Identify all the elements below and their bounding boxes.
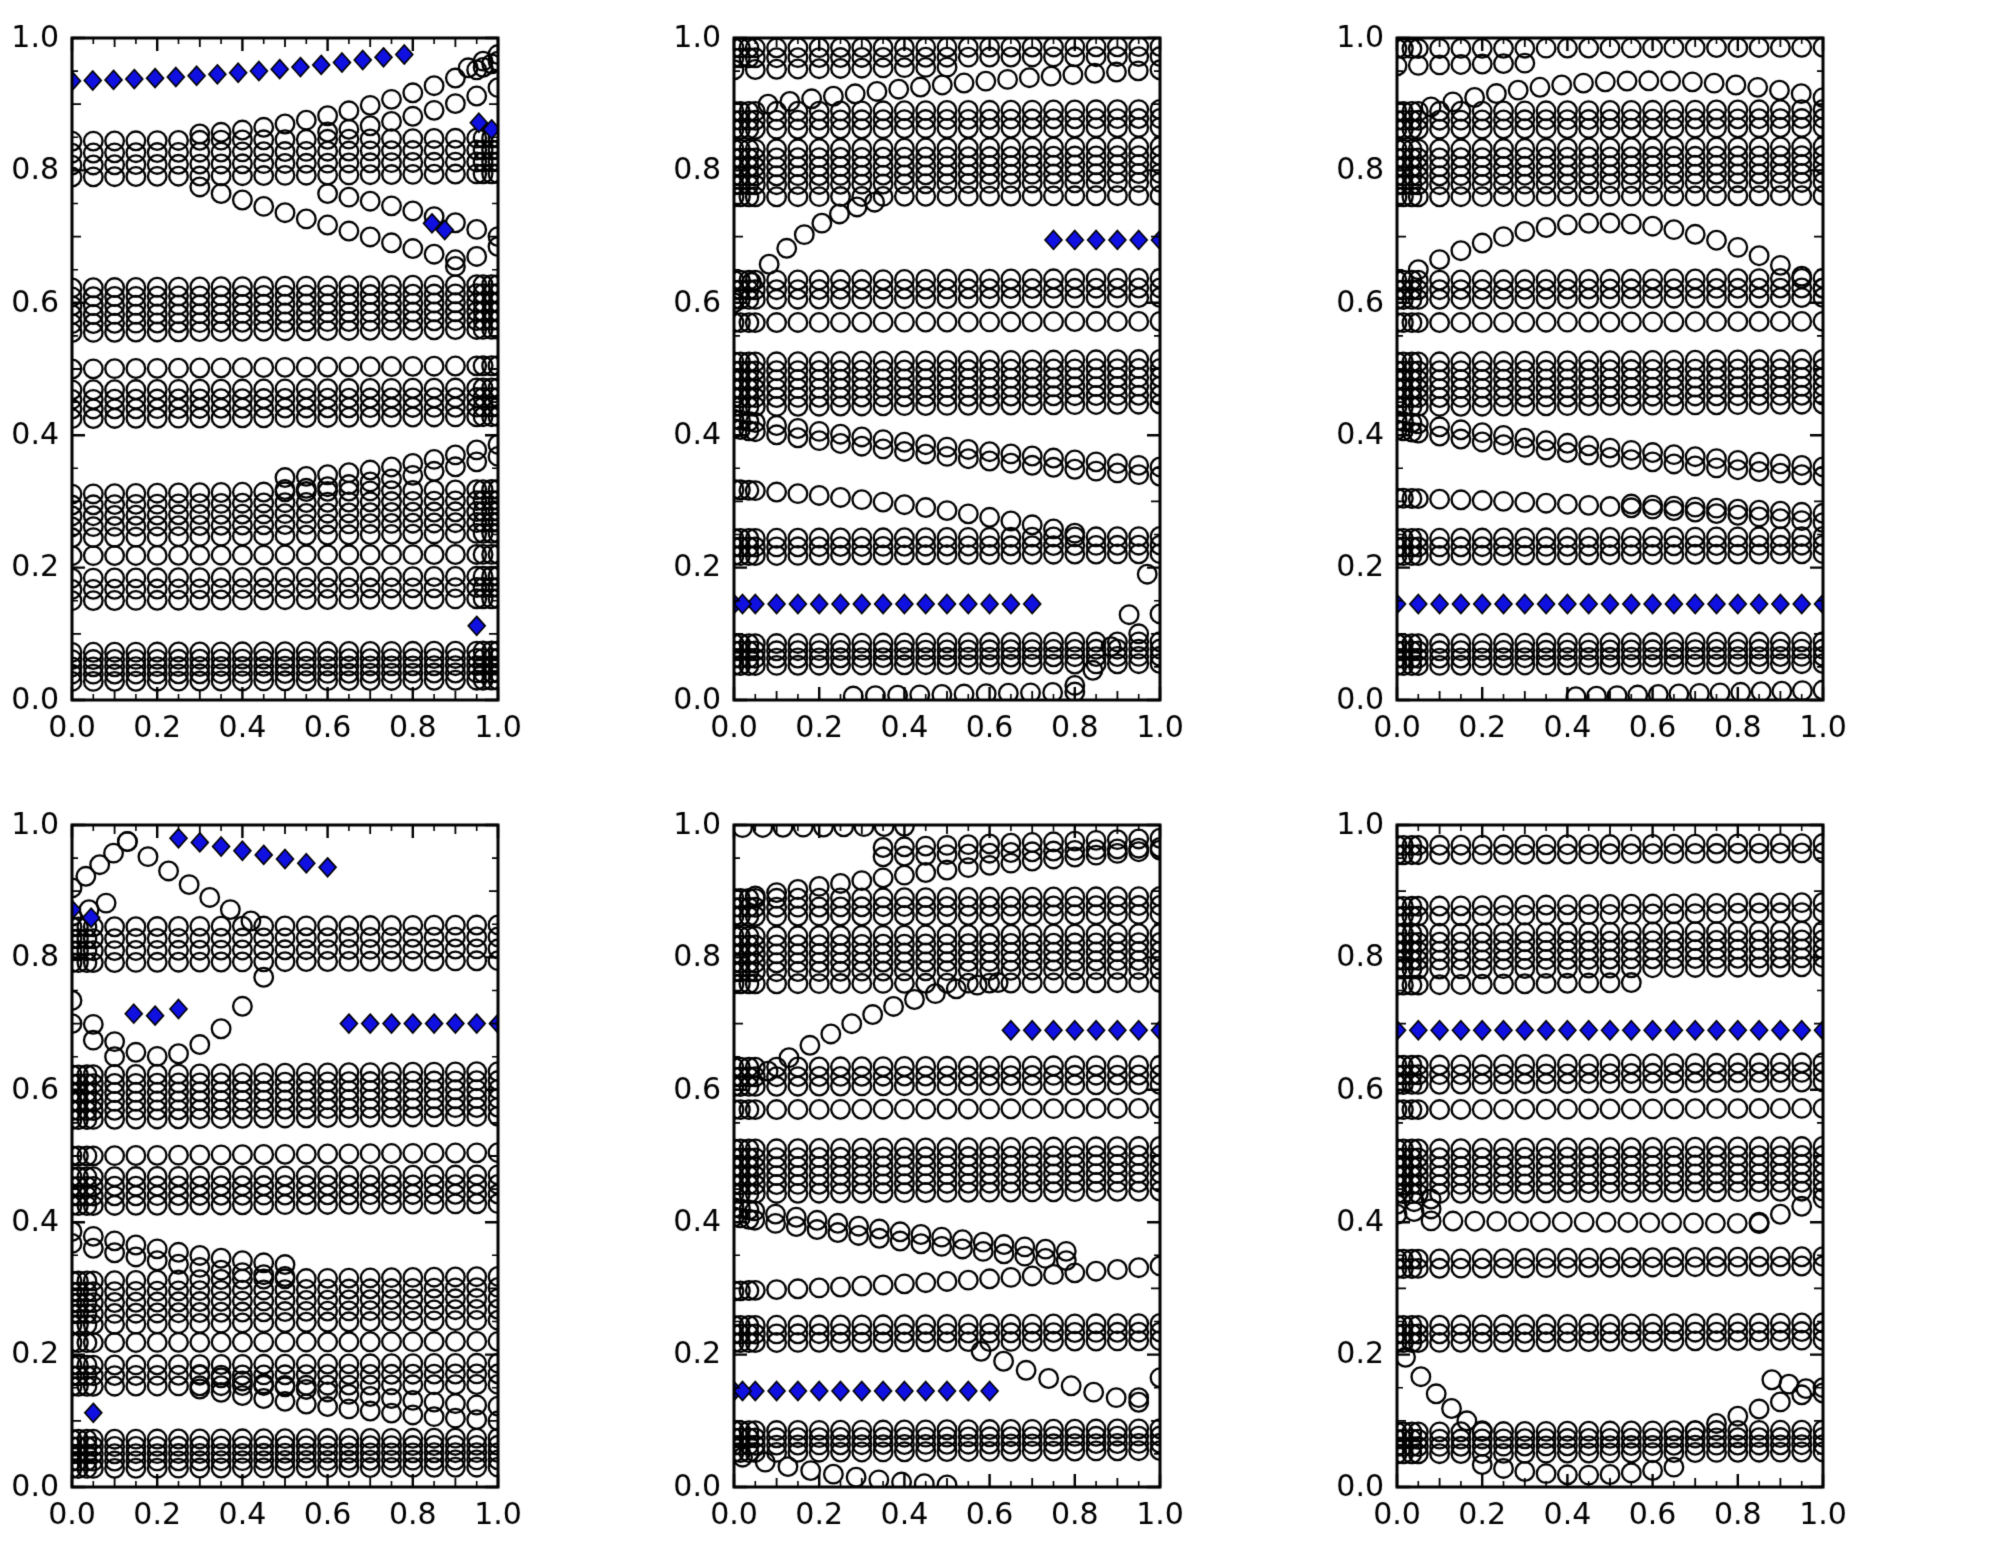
scatter-grid-canvas [0, 0, 2004, 1565]
bifurcation-scatter-figure [0, 0, 2004, 1565]
